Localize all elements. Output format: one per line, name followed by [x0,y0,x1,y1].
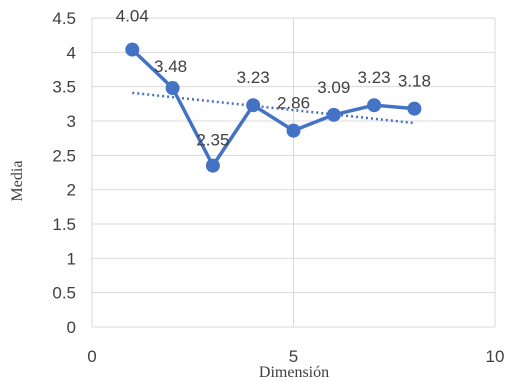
trendline-group [132,91,415,125]
x-tick-label: 5 [289,347,298,366]
trendline [132,91,415,125]
y-tick-label: 3 [67,112,76,131]
y-tick-label: 1.5 [52,215,76,234]
grid [91,17,496,328]
x-tick-label: 10 [486,347,505,366]
data-point [407,101,422,116]
data-label: 3.18 [398,72,431,91]
y-tick-label: 2 [67,181,76,200]
data-point [165,81,180,96]
series-group [125,42,422,173]
data-label: 3.48 [154,57,187,76]
x-tick-label: 0 [87,347,96,366]
y-tick-label: 0.5 [52,284,76,303]
data-point [205,158,220,173]
data-point [286,123,301,138]
data-point [125,42,140,57]
y-tick-label: 4 [67,43,76,62]
data-label: 2.86 [277,94,310,113]
data-label: 3.23 [358,68,391,87]
data-point [246,98,261,113]
tick-labels: 0 0.5 1 1.5 2 2.5 3 3.5 4 4.5 0 5 10 [52,9,504,366]
x-axis-title: Dimensión [259,364,329,381]
data-point [326,107,341,122]
y-tick-label: 2.5 [52,146,76,165]
data-label: 4.04 [116,7,149,26]
y-tick-label: 3.5 [52,78,76,97]
data-label: 3.09 [317,78,350,97]
data-labels: 4.04 3.48 2.35 3.23 2.86 3.09 3.23 3.18 [116,7,431,150]
data-point [367,98,382,113]
data-label: 2.35 [196,131,229,150]
y-tick-label: 0 [67,318,76,337]
y-tick-label: 1 [67,249,76,268]
y-tick-label: 4.5 [52,9,76,28]
y-axis-title: Media [9,161,26,202]
data-label: 3.23 [237,68,270,87]
